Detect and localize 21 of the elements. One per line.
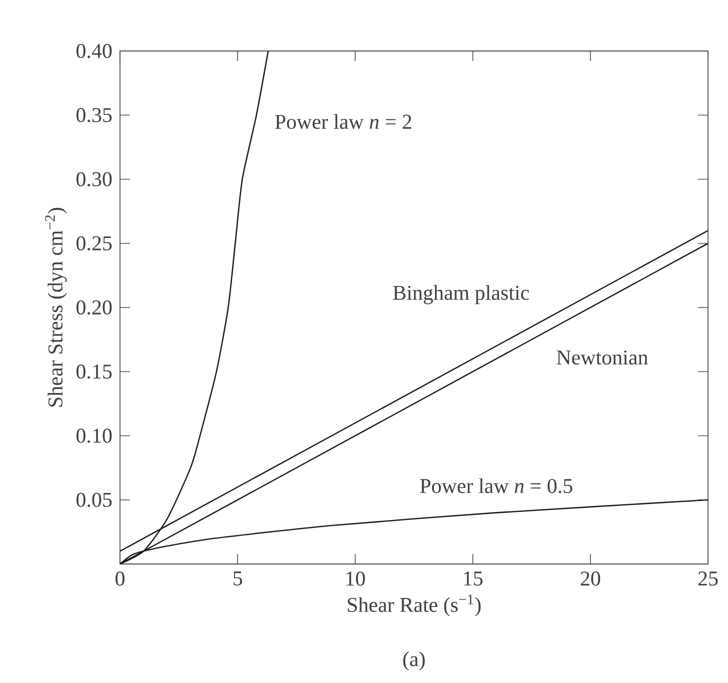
y-tick-label: 0.20 <box>76 300 112 315</box>
series-label: Newtonian <box>556 350 648 365</box>
series-label: Power law n = 0.5 <box>420 478 572 494</box>
y-tick-label: 0.40 <box>76 44 112 58</box>
text: (a) <box>403 651 425 671</box>
series-label: Power law n = 2 <box>275 114 412 129</box>
x-tick-label: 15 <box>464 572 482 586</box>
x-tick-label: 0 <box>116 572 124 586</box>
y-tick-label: 0.05 <box>76 492 112 508</box>
y-tick-label: 0.10 <box>76 428 112 443</box>
y-tick-label: 0.15 <box>76 364 112 379</box>
x-axis-title: Shear Rate (s$^{−1}$) <box>348 594 481 616</box>
y-axis-title: Shear Stress (dyn cm$^{−2}$) <box>45 208 67 407</box>
series-label: Bingham plastic <box>393 285 529 304</box>
x-tick-label: 20 <box>580 572 600 586</box>
y-tick-label: 0.30 <box>76 172 112 186</box>
y-tick-label: 0.25 <box>76 236 112 251</box>
x-tick-label: 10 <box>346 572 365 586</box>
x-tick-label: 5 <box>234 572 242 586</box>
y-tick-label: 0.35 <box>76 108 112 122</box>
x-tick-label: 25 <box>698 572 718 586</box>
